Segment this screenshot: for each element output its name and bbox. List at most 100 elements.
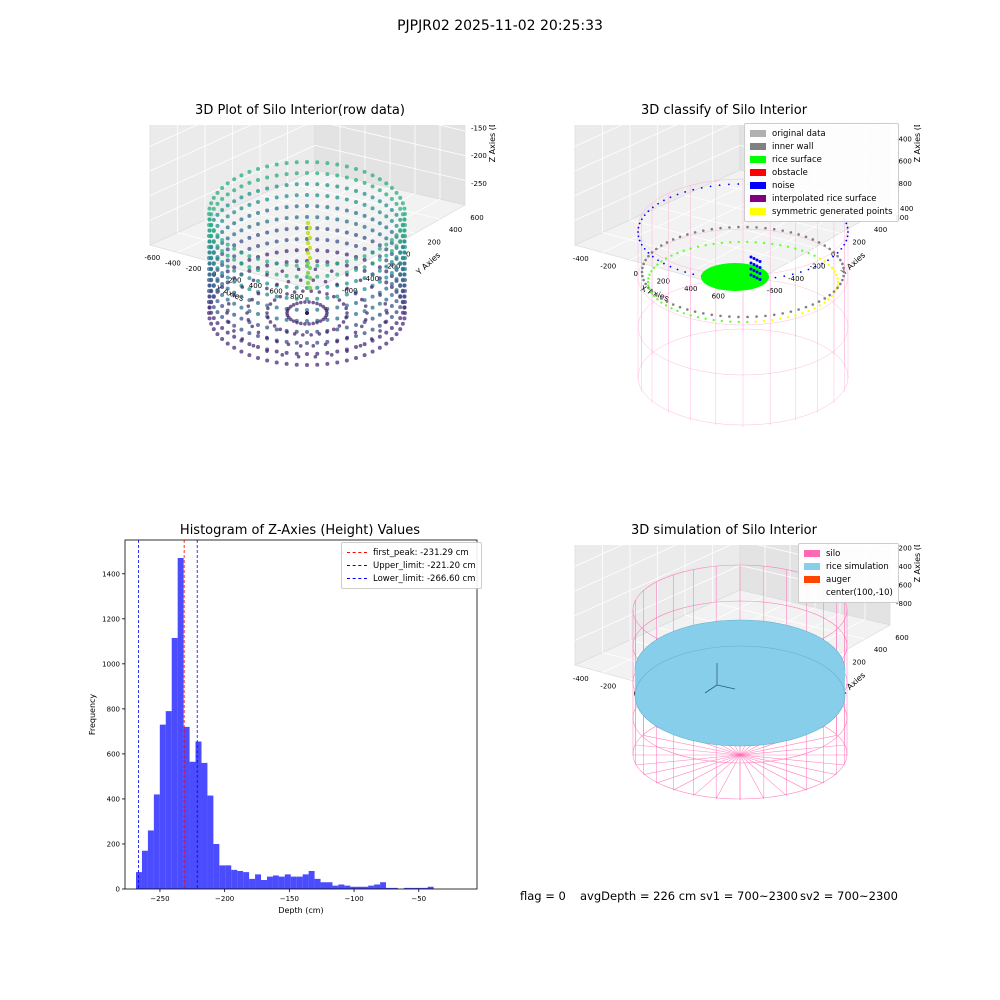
x-tick-label: −200 xyxy=(215,895,234,903)
flag-status: flag = 0 xyxy=(520,889,566,903)
histogram-bar xyxy=(249,878,256,889)
histogram-bar xyxy=(165,711,172,889)
histogram-bar xyxy=(141,850,148,889)
legend-entry: silo xyxy=(804,547,893,560)
x-tick-label: −250 xyxy=(150,895,169,903)
histogram-bar xyxy=(237,870,244,889)
histogram-bar xyxy=(213,843,220,889)
simulation-y-tick-label: 600 xyxy=(895,634,908,642)
x-tick-label: −150 xyxy=(280,895,299,903)
legend-swatch xyxy=(347,552,367,553)
histogram-title: Histogram of Z-Axies (Height) Values xyxy=(179,523,421,538)
raw-y-tick-label: 0 xyxy=(406,251,410,259)
histogram-legend: first_peak: -231.29 cm Upper_limit: -221.… xyxy=(341,542,482,589)
simulation-z-tick-label: -600 xyxy=(896,581,912,589)
legend-label: original data xyxy=(772,128,826,139)
legend-entry: Lower_limit: -266.60 cm xyxy=(347,572,476,585)
legend-swatch xyxy=(750,130,766,137)
raw-z-tick-label: -250 xyxy=(471,180,487,188)
histogram-bar xyxy=(153,794,160,889)
y-tick-label: 600 xyxy=(107,750,120,758)
classify-x-tick-label: 600 xyxy=(712,292,725,300)
classify-y-tick-label: -400 xyxy=(788,275,804,283)
classify-x-tick-label: -400 xyxy=(573,255,589,263)
simulation-z-tick-label: -400 xyxy=(896,563,912,571)
figure-title: PJPJR02 2025-11-02 20:25:33 xyxy=(397,18,603,34)
histogram-chart: −250 −200 −150 −100 −50 0 200 400 600 800 1000 1200… xyxy=(88,539,478,915)
legend-entry: original data xyxy=(750,127,893,140)
histogram-bar xyxy=(266,876,273,889)
simulation-center-axes xyxy=(704,663,736,694)
simulation-legend: silo rice simulation auger center(100,-10) xyxy=(798,543,899,603)
simulation-z-tick-label: -200 xyxy=(896,545,912,552)
histogram-bar xyxy=(356,886,363,889)
legend-label: obstacle xyxy=(772,167,808,178)
legend-entry: noise xyxy=(750,179,893,192)
histogram-bar xyxy=(368,885,375,889)
legend-swatch xyxy=(347,578,367,579)
raw-y-tick-label: 600 xyxy=(470,214,483,222)
classify-y-tick-label: -200 xyxy=(810,263,826,271)
legend-label: center(100,-10) xyxy=(826,587,893,598)
legend-entry: center(100,-10) xyxy=(804,586,893,599)
raw-z-tick-label: -200 xyxy=(471,152,487,160)
raw-x-tick-label: -400 xyxy=(165,259,181,267)
raw-x-tick-label: 600 xyxy=(269,288,282,296)
legend-swatch xyxy=(750,182,766,189)
legend-swatch xyxy=(750,169,766,176)
legend-swatch xyxy=(750,156,766,163)
classify-point-cloud xyxy=(637,183,849,324)
legend-entry: rice surface xyxy=(750,153,893,166)
legend-label: inner wall xyxy=(772,141,814,152)
rice-simulation-bottom xyxy=(634,645,846,747)
y-tick-label: 800 xyxy=(107,705,120,713)
sv1-status: sv1 = 700~2300 xyxy=(700,889,798,903)
legend-label: first_peak: -231.29 cm xyxy=(373,547,469,558)
raw-y-tick-label: 400 xyxy=(449,226,462,234)
legend-entry: first_peak: -231.29 cm xyxy=(347,546,476,559)
histogram-bar xyxy=(386,887,392,889)
legend-entry: obstacle xyxy=(750,166,893,179)
histogram-bar xyxy=(147,830,154,889)
raw-y-tick-label: -600 xyxy=(342,287,358,295)
legend-entry: inner wall xyxy=(750,140,893,153)
histogram-bar xyxy=(427,886,434,889)
raw-y-tick-label: 200 xyxy=(427,238,440,246)
histogram-bar xyxy=(344,885,351,889)
avg-depth-status: avgDepth = 226 cm xyxy=(580,889,697,903)
histogram-bar xyxy=(261,879,267,889)
histogram-frame xyxy=(124,539,478,890)
legend-swatch xyxy=(750,195,766,202)
classify-silo-wireframe xyxy=(637,178,849,427)
histogram-bar xyxy=(255,874,262,889)
histogram-bar xyxy=(415,887,422,889)
simulation-x-tick-label: -200 xyxy=(600,682,616,690)
legend-entry: symmetric generated points xyxy=(750,205,893,218)
classify-y-tick-label: 0 xyxy=(831,251,835,259)
legend-swatch xyxy=(804,563,820,570)
classify-x-tick-label: 0 xyxy=(634,270,638,278)
histogram-bar xyxy=(391,887,398,889)
raw-y-tick-label: -400 xyxy=(363,275,379,283)
x-axis-label: Depth (cm) xyxy=(278,906,323,915)
histogram-bar xyxy=(362,886,369,889)
classify-x-tick-label: -200 xyxy=(600,262,616,270)
histogram-bar xyxy=(219,865,226,889)
classify-z-tick-label: 400 xyxy=(900,205,913,213)
histogram-bar xyxy=(326,882,333,889)
classify-plot-title: 3D classify of Silo Interior xyxy=(640,103,808,118)
classify-z-tick-label: -400 xyxy=(896,135,912,143)
simulation-y-tick-label: 400 xyxy=(874,646,887,654)
histogram-bar xyxy=(207,795,214,889)
histogram-bar xyxy=(189,761,196,889)
histogram-bar xyxy=(308,870,315,889)
simulation-x-tick-label: -400 xyxy=(573,675,589,683)
raw-y-axis-label: Y Axies xyxy=(414,251,442,278)
histogram-bar xyxy=(195,741,202,889)
histogram-bar xyxy=(272,875,279,889)
classify-y-tick-label: -600 xyxy=(767,287,783,295)
histogram-bar xyxy=(409,887,416,889)
histogram-bar xyxy=(171,637,178,889)
y-tick-label: 1200 xyxy=(102,615,120,623)
histogram-bar xyxy=(350,886,357,889)
